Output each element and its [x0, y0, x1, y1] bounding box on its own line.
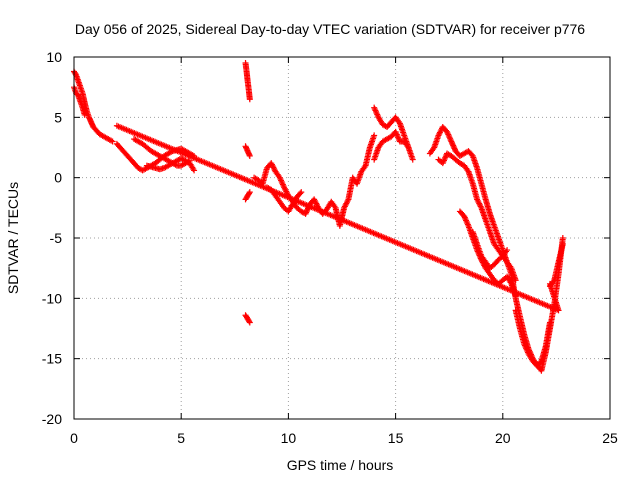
data-point: [409, 156, 416, 163]
x-tick-label: 5: [177, 430, 185, 446]
data-point-interp: [395, 135, 402, 142]
data-point: [461, 213, 468, 220]
axis-ticks: [73, 56, 611, 420]
data-point-interp: [303, 209, 310, 216]
data-point-interp: [447, 137, 454, 144]
data-point-interp: [449, 141, 456, 148]
y-tick-label: 0: [54, 170, 62, 186]
data-point-interp: [372, 108, 379, 115]
data-point-interp: [523, 345, 530, 352]
y-tick-label: -10: [42, 290, 62, 306]
data-point-interp: [463, 217, 470, 224]
data-point-interp: [442, 154, 449, 161]
data-point: [371, 132, 378, 139]
data-point: [191, 167, 198, 174]
chart-title: Day 056 of 2025, Sidereal Day-to-day VTE…: [75, 21, 585, 37]
data-point: [559, 235, 566, 241]
data-point: [246, 319, 253, 326]
data-point-interp: [463, 218, 470, 225]
grid-lines: [74, 57, 610, 419]
data-point: [448, 138, 455, 145]
data-point-interp: [304, 206, 311, 213]
x-tick-label: 15: [388, 430, 404, 446]
data-point-interp: [440, 157, 447, 164]
data-point: [546, 319, 553, 326]
data-point-interp: [246, 318, 253, 325]
data-point-interp: [521, 342, 528, 349]
data-point-interp: [279, 181, 286, 188]
x-tick-labels: 0 5 10 15 20 25: [70, 430, 618, 446]
data-point-interp: [523, 346, 530, 353]
data-point: [546, 280, 553, 287]
data-point-interp: [446, 134, 453, 141]
data-point-interp: [524, 348, 531, 355]
data-point-interp: [451, 145, 458, 152]
data-point-interp: [371, 106, 378, 113]
data-point: [302, 210, 309, 217]
data-point-interp: [440, 158, 447, 165]
y-tick-label: 5: [54, 109, 62, 125]
data-point-interp: [393, 131, 400, 138]
data-point-interp: [447, 135, 454, 142]
data-point-interp: [372, 107, 379, 114]
data-point-interp: [450, 143, 457, 150]
x-tick-label: 0: [70, 430, 78, 446]
data-point: [504, 247, 511, 254]
data-point-interp: [72, 70, 79, 77]
y-tick-label: -5: [50, 230, 63, 246]
y-tick-label: -15: [42, 351, 62, 367]
data-point-interp: [278, 177, 285, 184]
y-tick-label: 10: [46, 49, 62, 65]
y-tick-labels: -20 -15 -10 -5 0 5 10: [42, 49, 62, 427]
data-point: [246, 96, 253, 103]
data-point: [444, 128, 451, 135]
data-point-interp: [461, 214, 468, 221]
x-tick-label: 20: [495, 430, 511, 446]
data-point-interp: [278, 178, 285, 185]
data-point: [298, 189, 305, 196]
data-point-interp: [445, 132, 452, 139]
data-point-interp: [448, 139, 455, 146]
data-point-interp: [374, 111, 381, 118]
y-axis-label: SDTVAR / TECUs: [5, 182, 21, 294]
data-point: [109, 138, 116, 145]
data-point: [439, 160, 446, 167]
data-point: [521, 341, 528, 348]
data-point: [371, 104, 378, 111]
data-point-interp: [444, 130, 451, 137]
data-point-interp: [277, 176, 284, 183]
data-point-interp: [303, 208, 310, 215]
data-point-interp: [297, 190, 304, 197]
data-point-interp: [522, 343, 529, 350]
data-point-interp: [279, 180, 286, 187]
data-point-interp: [373, 110, 380, 117]
data-point: [81, 111, 88, 118]
x-tick-label: 10: [281, 430, 297, 446]
data-point-interp: [394, 132, 401, 139]
data-point: [246, 152, 253, 159]
data-point-interp: [395, 134, 402, 141]
data-point-interp: [441, 156, 448, 163]
x-axis-label: GPS time / hours: [287, 457, 394, 473]
data-point-interp: [464, 221, 471, 228]
data-point: [392, 128, 399, 135]
data-point: [559, 241, 566, 248]
data-point-interp: [246, 190, 253, 197]
data-point-interp: [462, 216, 469, 223]
data-point: [246, 189, 253, 196]
data-point-interp: [450, 142, 457, 149]
data-point-interp: [280, 182, 287, 189]
y-tick-label: -20: [42, 411, 62, 427]
data-points: [71, 60, 566, 374]
data-point: [276, 174, 283, 181]
x-tick-label: 25: [602, 430, 618, 446]
data-point-interp: [393, 130, 400, 137]
data-point-interp: [464, 220, 471, 227]
data-point-interp: [445, 131, 452, 138]
